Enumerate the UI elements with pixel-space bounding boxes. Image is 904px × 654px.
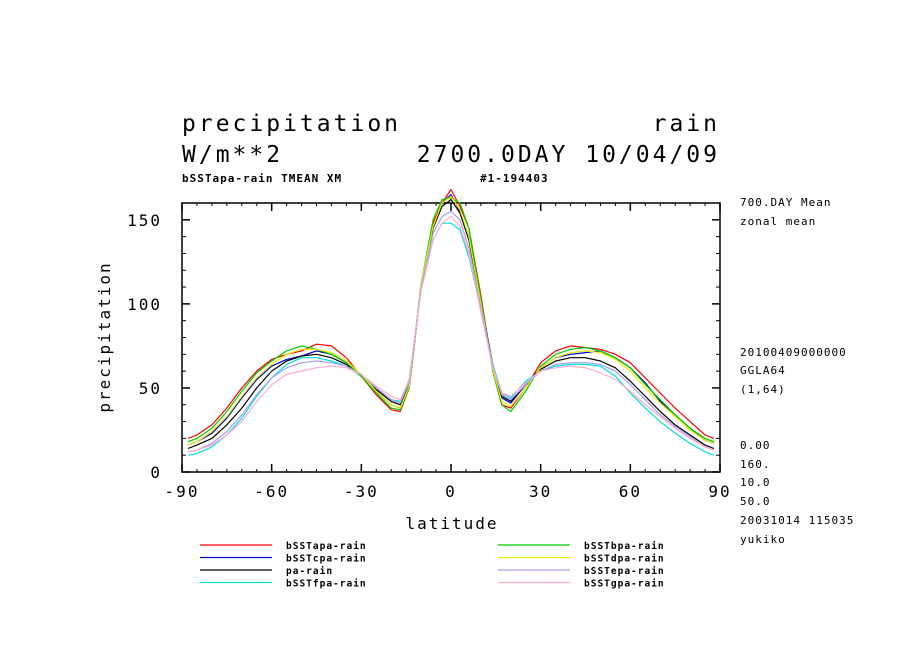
variable-name: rain xyxy=(653,111,720,137)
x-tick-label: 90 xyxy=(708,482,731,501)
y-tick-label: 50 xyxy=(139,379,162,398)
x-tick-label: 30 xyxy=(529,482,552,501)
info-v4: 50.0 xyxy=(740,495,771,508)
chart-title: precipitation xyxy=(182,111,401,137)
series-line-bSSTbpa-rain xyxy=(187,197,715,443)
info-user: yukiko xyxy=(740,533,786,546)
info-v2: 160. xyxy=(740,458,771,471)
y-axis-label: precipitation xyxy=(95,261,114,412)
units-label: W/m**2 xyxy=(182,142,283,168)
x-tick-label: -90 xyxy=(165,482,200,501)
x-tick-label: 60 xyxy=(619,482,642,501)
series-line-bSSTapa-rain xyxy=(187,189,715,439)
plot-frame xyxy=(181,202,721,473)
x-axis-label: latitude xyxy=(405,514,498,533)
legend-label-bSSTapa-rain: bSSTapa-rain xyxy=(286,541,367,552)
subtitle-left: bSSTapa-rain TMEAN XM xyxy=(182,172,342,185)
series-line-pa-rain xyxy=(187,199,715,450)
time-label: 2700.0DAY 10/04/09 xyxy=(417,142,720,168)
subtitle-center: #1-194403 xyxy=(480,172,549,185)
y-tick-label: 100 xyxy=(127,295,162,314)
x-tick-label: -30 xyxy=(344,482,379,501)
series-line-bSSTdpa-rain xyxy=(187,195,715,446)
series-lines xyxy=(187,189,715,456)
legend-label-bSSTepa-rain: bSSTepa-rain xyxy=(584,566,665,577)
info-v1: 0.00 xyxy=(740,439,771,452)
series-line-bSSTfpa-rain xyxy=(187,222,715,456)
series-line-bSSTgpa-rain xyxy=(187,215,715,453)
x-tick-label: -60 xyxy=(254,482,289,501)
legend-label-bSSTdpa-rain: bSSTdpa-rain xyxy=(584,554,665,565)
x-tick-label: 0 xyxy=(445,482,457,501)
info-range: (1,64) xyxy=(740,383,786,396)
legend-label-pa-rain: pa-rain xyxy=(286,566,333,577)
legend-label-bSSTcpa-rain: bSSTcpa-rain xyxy=(286,554,367,565)
info-mean: 700.DAY Mean xyxy=(740,196,831,209)
y-tick-label: 150 xyxy=(127,211,162,230)
legend-label-bSSTgpa-rain: bSSTgpa-rain xyxy=(584,579,665,590)
info-grid: GGLA64 xyxy=(740,364,786,377)
legend-label-bSSTfpa-rain: bSSTfpa-rain xyxy=(286,579,367,590)
info-stamp: 20031014 115035 xyxy=(740,514,854,527)
series-line-bSSTepa-rain xyxy=(187,210,715,453)
legend-label-bSSTbpa-rain: bSSTbpa-rain xyxy=(584,541,665,552)
y-tick-label: 0 xyxy=(150,463,162,482)
info-date: 20100409000000 xyxy=(740,346,847,359)
info-zonal: zonal mean xyxy=(740,215,816,228)
series-line-bSSTcpa-rain xyxy=(187,194,715,446)
info-v3: 10.0 xyxy=(740,476,771,489)
axes: -90 -60 -30 0 30 60 90 0 50 100 150 xyxy=(127,202,731,501)
